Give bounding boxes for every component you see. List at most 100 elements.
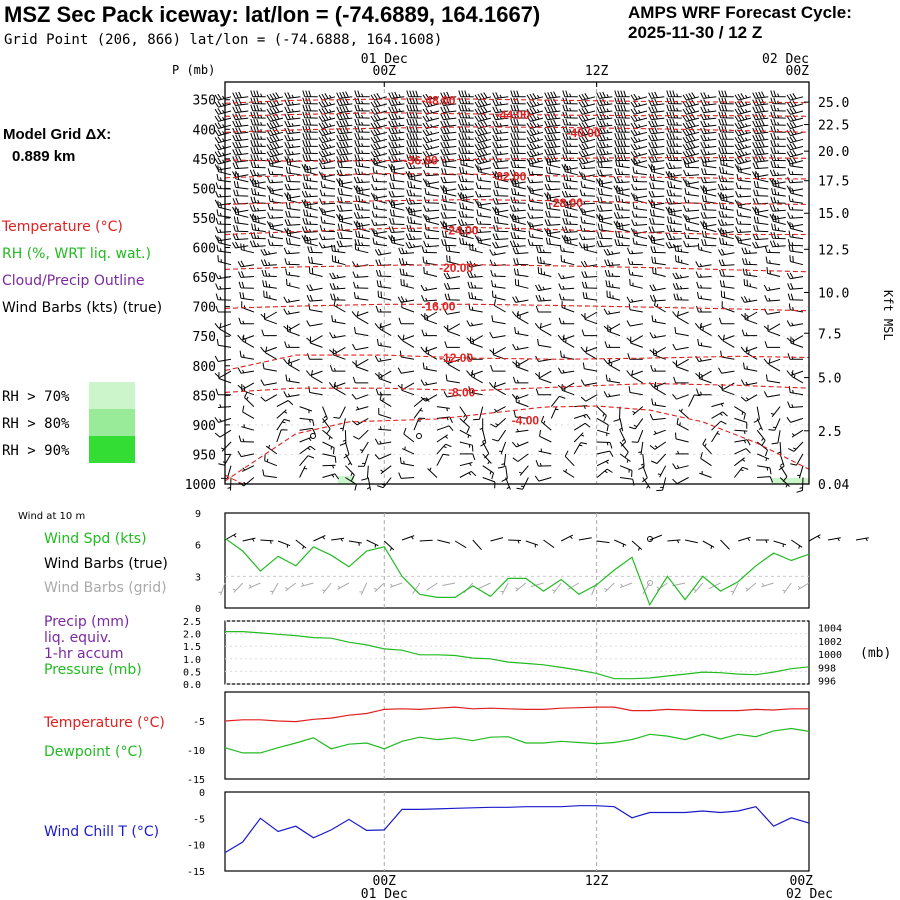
wind-barb	[770, 406, 781, 418]
wind-chill-line	[224, 805, 810, 854]
wind-barb	[354, 203, 370, 211]
wind-barb	[649, 294, 666, 302]
wind-barb	[511, 441, 529, 448]
bottom-time-tick-label: 00Z	[790, 874, 814, 889]
wind-barb	[443, 323, 461, 331]
surface-grid-wind-barb	[285, 582, 297, 592]
pressure-tick-label: 450	[193, 153, 216, 168]
wind-barb	[752, 112, 769, 121]
surface-grid-wind-barb	[619, 582, 633, 589]
wind-barb	[573, 432, 585, 443]
wind-barb	[596, 468, 613, 478]
wind-barb	[787, 293, 804, 301]
wind-barb	[711, 411, 728, 419]
wind-barb	[441, 195, 457, 204]
rh-shade-patch	[771, 478, 809, 484]
wind-barb	[318, 142, 336, 151]
wind-barb	[699, 322, 712, 337]
wind-barb	[765, 374, 781, 384]
wind-barb	[214, 143, 232, 151]
wind-barb	[354, 90, 370, 98]
wind-barb	[303, 209, 318, 218]
wind-barb	[477, 165, 492, 176]
wind-barb	[443, 283, 460, 290]
wind-barb	[397, 334, 415, 341]
wind-barb	[318, 107, 336, 115]
wind-barb	[544, 105, 561, 114]
wind-barb	[770, 132, 786, 140]
wind-barb	[666, 132, 682, 140]
wind-barb	[672, 343, 689, 351]
wind-barb	[262, 280, 277, 289]
wind-barb	[769, 240, 786, 248]
wind-barb	[770, 147, 786, 154]
wind-barb	[752, 105, 769, 114]
bottom-date-label: 02 Dec	[786, 887, 833, 900]
wind-barb	[753, 216, 769, 225]
wind-barb	[250, 111, 266, 119]
wind-barb	[379, 322, 392, 337]
wind-barb	[423, 205, 440, 212]
wind-barb	[734, 100, 752, 108]
wind-barb	[558, 317, 575, 325]
wind-barb	[331, 255, 346, 266]
wind-barb	[388, 141, 405, 149]
wind-tick-label: 9	[195, 509, 201, 520]
wind-barb	[619, 418, 624, 432]
wind-barb	[406, 132, 422, 140]
wind-barb	[537, 338, 552, 348]
wind-barb	[557, 272, 575, 280]
wind-barb	[787, 203, 804, 211]
wind-barb	[734, 107, 752, 115]
wind-barb	[265, 444, 278, 455]
calm-wind-marker	[647, 580, 653, 586]
wind-barb	[353, 212, 370, 219]
wind-barb	[627, 258, 643, 266]
wind-barb	[354, 154, 370, 162]
wind-barb	[672, 283, 689, 290]
wind-barb	[734, 156, 752, 165]
wind-barb	[232, 155, 249, 163]
wind-barb	[697, 292, 712, 301]
wind-barb	[510, 90, 526, 98]
wind-barb	[535, 305, 552, 313]
wind-barb	[440, 112, 457, 121]
wind-barb	[649, 284, 666, 292]
wind-barb	[267, 176, 284, 184]
wind-barb	[474, 92, 492, 101]
wind-barb	[700, 148, 717, 156]
wind-barb	[789, 186, 804, 197]
wind-barb	[513, 268, 529, 277]
wind-barb	[355, 159, 370, 169]
wind-barb	[370, 93, 388, 101]
wind-barb	[336, 133, 353, 142]
wind-barb	[458, 132, 474, 140]
wind-barb	[216, 244, 232, 254]
wind-barb	[422, 150, 440, 158]
wind-barb	[648, 155, 665, 163]
chart-title: MSZ Sec Pack iceway: lat/lon = (-74.6889…	[4, 2, 541, 27]
wind-barb	[614, 132, 630, 140]
wind-barb	[752, 197, 769, 205]
wind-barb	[442, 186, 457, 197]
wind-barb	[736, 209, 752, 218]
wind-barb	[512, 453, 529, 462]
wind-barb	[250, 132, 266, 140]
wind-barb	[250, 161, 266, 169]
wind-barb	[237, 260, 254, 268]
wind-barb	[770, 231, 786, 240]
wind-barb	[770, 90, 786, 98]
wind-barb	[405, 206, 422, 213]
wind-barb	[440, 127, 457, 135]
wind-barb	[264, 312, 277, 325]
wind-barb	[720, 158, 734, 169]
wind-barb	[509, 177, 526, 185]
wind-barb	[536, 256, 552, 266]
surface-wind-barb	[791, 539, 803, 549]
wind-barb	[528, 159, 544, 169]
wind-barb	[356, 222, 370, 233]
wind-barb	[285, 175, 301, 183]
wind-barb	[264, 454, 277, 467]
wind-barb	[718, 317, 735, 325]
wind-barb	[579, 189, 596, 197]
